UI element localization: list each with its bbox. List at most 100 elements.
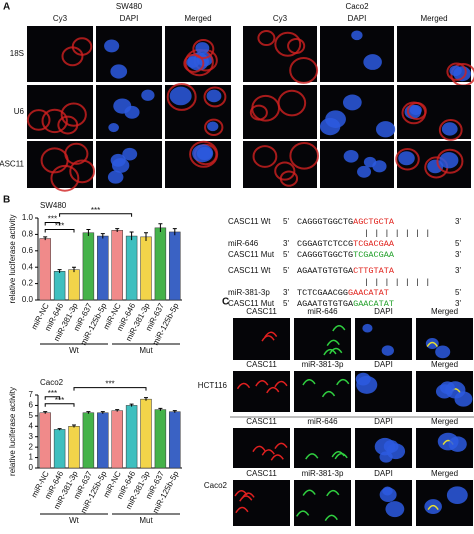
micrograph	[355, 318, 412, 360]
signal	[261, 335, 275, 342]
nucleus	[356, 375, 378, 394]
signal	[326, 489, 340, 497]
error-bar	[158, 223, 163, 232]
channel-label: DAPI	[374, 360, 393, 369]
micrograph	[294, 318, 351, 360]
seq-site: GAACATAT	[348, 288, 389, 298]
signal	[289, 142, 320, 170]
nucleus	[113, 98, 132, 114]
group-label: Wt	[69, 516, 80, 525]
row-label: 18S	[10, 49, 24, 58]
channel-label: DAPI	[120, 14, 139, 23]
channel-label: Cy3	[273, 14, 288, 23]
micrograph	[319, 85, 396, 139]
error-bar	[43, 236, 48, 241]
error-bar	[86, 411, 91, 414]
signal	[40, 147, 69, 174]
y-tick-label: 0.0	[22, 295, 34, 304]
error-bar	[129, 403, 134, 407]
signal	[438, 119, 463, 141]
channel-label: CASC11	[246, 469, 277, 478]
image-bg	[233, 428, 290, 468]
nucleus	[427, 159, 444, 174]
error-bar	[57, 428, 62, 431]
nucleus	[375, 121, 396, 138]
micrograph	[233, 428, 290, 468]
signal	[235, 506, 249, 514]
nucleus	[448, 436, 467, 452]
image-bg	[294, 428, 351, 468]
channel-label: miR-381-3p	[302, 469, 344, 478]
signal	[261, 449, 275, 456]
micrograph	[233, 480, 290, 526]
sig-label: ***	[55, 396, 64, 405]
micrograph	[243, 26, 319, 84]
error-bar	[115, 228, 120, 232]
channel-label: Merged	[431, 417, 458, 426]
sequence: TCTCGAACGGGAACATAT	[297, 288, 389, 298]
error-bar	[43, 411, 48, 414]
bar	[82, 412, 95, 469]
seq-end: 5'	[455, 239, 461, 248]
nucleus	[192, 144, 214, 163]
micrograph	[397, 26, 474, 87]
y-axis-label: relative luciferase activity	[8, 387, 17, 476]
bar	[140, 398, 152, 469]
nucleus	[425, 338, 439, 350]
seq-site: GAACATAT	[353, 299, 394, 309]
bar	[68, 426, 80, 469]
y-tick-label: 0.2	[22, 279, 34, 288]
sig-label: ***	[48, 389, 57, 398]
seq-part: CGGAGTCTCCG	[297, 239, 353, 249]
micrograph	[294, 480, 351, 526]
nucleus	[357, 165, 372, 178]
error-bar	[144, 232, 148, 241]
micrograph	[294, 371, 351, 412]
seq-name: miR-646	[228, 239, 259, 248]
image-bg	[294, 318, 351, 360]
signal	[189, 140, 219, 168]
signal	[406, 101, 427, 120]
bar	[68, 269, 80, 301]
cell-line-label: Caco2	[204, 481, 228, 490]
nucleus	[351, 30, 363, 41]
sig-bracket	[59, 213, 133, 217]
channel-label: DAPI	[348, 14, 367, 23]
nucleus	[379, 487, 397, 502]
micrograph	[233, 318, 290, 360]
seq-end: 5'	[283, 266, 289, 275]
y-tick-label: 2	[29, 442, 34, 451]
signal	[69, 159, 96, 184]
sig-label: ***	[91, 206, 100, 215]
image-bg	[233, 318, 290, 360]
channel-label: miR-381-3p	[302, 360, 344, 369]
micrograph	[416, 480, 473, 526]
y-tick-label: 6	[29, 401, 34, 410]
sequence: AGAATGTGTGAGAACATAT	[297, 299, 394, 309]
nucleus	[141, 89, 155, 101]
error-bar	[115, 409, 120, 412]
error-bar	[172, 410, 177, 413]
y-tick-label: 3	[29, 432, 34, 441]
seq-part: AGAATGTGTGA	[297, 266, 354, 276]
chart-title: Caco2	[40, 378, 64, 387]
micrograph	[416, 318, 473, 360]
image-bg	[96, 26, 162, 82]
channel-label: DAPI	[374, 469, 393, 478]
y-tick-label: 7	[29, 390, 34, 399]
micrograph	[416, 428, 473, 468]
channel-label: miR-646	[307, 307, 338, 316]
bar	[169, 411, 181, 469]
bar	[125, 235, 138, 301]
nucleus	[107, 170, 124, 184]
seq-end: 5'	[455, 288, 461, 297]
nucleus	[383, 440, 399, 453]
micrograph	[96, 85, 162, 139]
sequence: CAGGGTGGCTGAGCTGCTA	[297, 217, 395, 227]
micrograph	[320, 141, 394, 188]
nucleus	[122, 147, 138, 161]
signal	[446, 62, 467, 81]
seq-site: TCGACGAA	[353, 250, 395, 260]
nucleus	[454, 391, 473, 407]
pairing: | | | | | | |	[364, 277, 430, 287]
